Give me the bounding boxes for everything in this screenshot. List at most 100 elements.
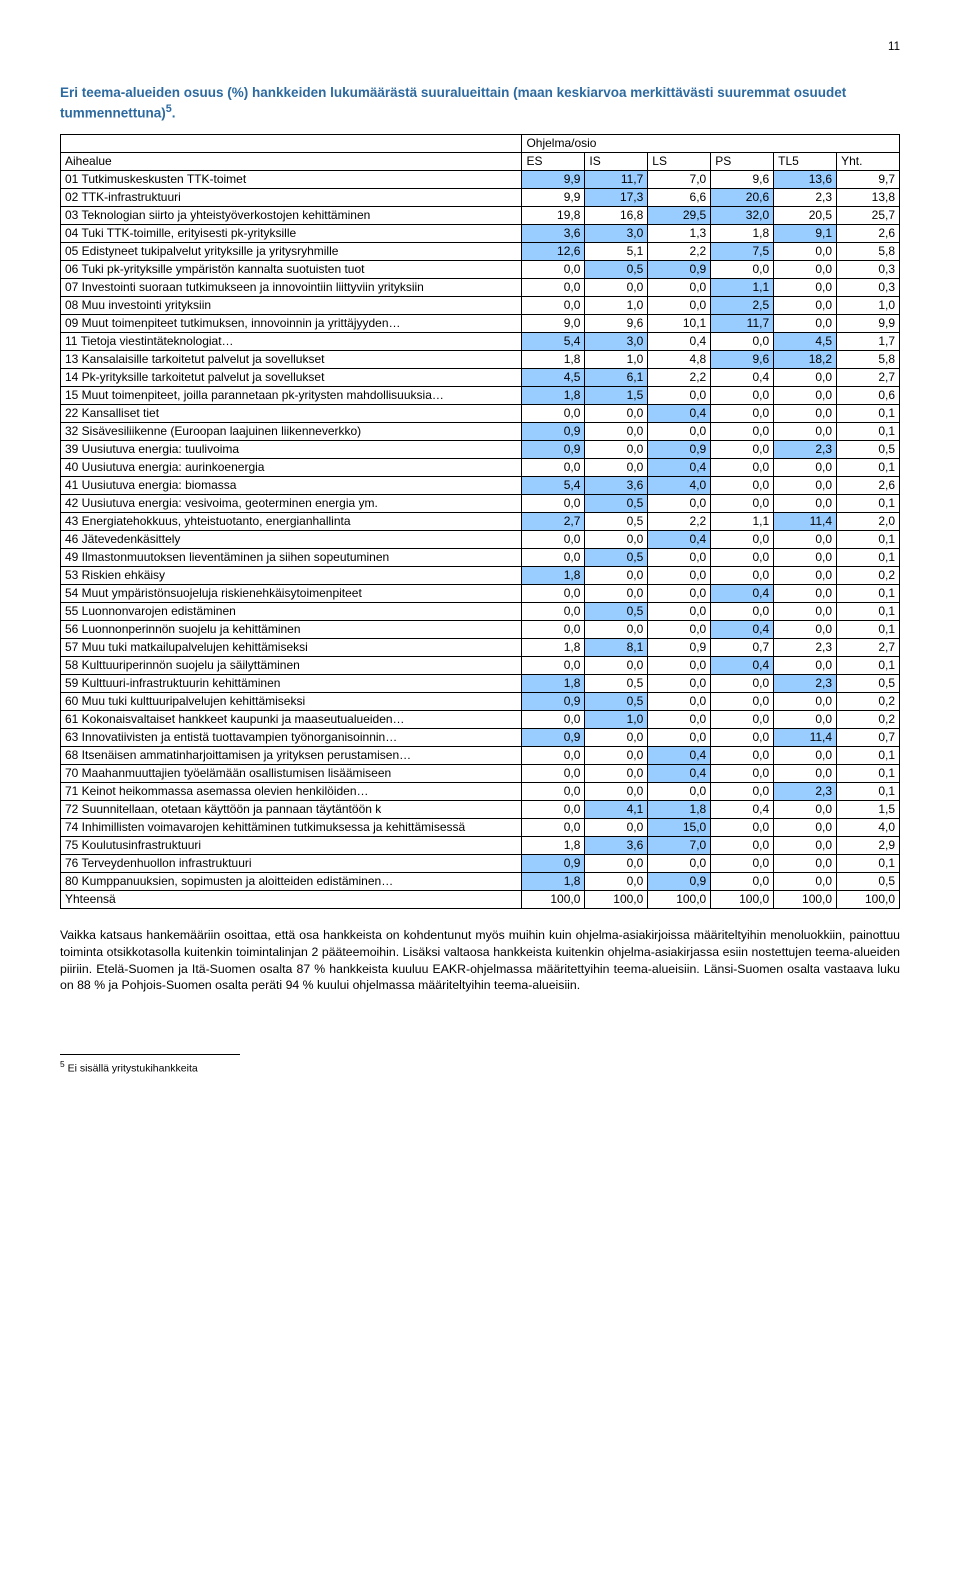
table-row: 70 Maahanmuuttajien työelämään osallistu…	[61, 765, 900, 783]
table-row: 05 Edistyneet tukipalvelut yrityksille j…	[61, 243, 900, 261]
cell: 13,8	[837, 189, 900, 207]
row-label: 54 Muut ympäristönsuojeluja riskienehkäi…	[61, 585, 522, 603]
cell: 0,0	[774, 585, 837, 603]
cell: 0,9	[648, 873, 711, 891]
cell: 1,1	[711, 513, 774, 531]
row-label: 63 Innovatiivisten ja entistä tuottavamp…	[61, 729, 522, 747]
cell: 10,1	[648, 315, 711, 333]
table-row: 58 Kulttuuriperinnön suojelu ja säilyttä…	[61, 657, 900, 675]
cell: 1,8	[522, 873, 585, 891]
col-tl5: TL5	[774, 153, 837, 171]
cell: 7,5	[711, 243, 774, 261]
cell: 100,0	[774, 891, 837, 909]
row-label: 60 Muu tuki kulttuuripalvelujen kehittäm…	[61, 693, 522, 711]
cell: 0,4	[648, 459, 711, 477]
cell: 0,0	[774, 297, 837, 315]
table-row: 32 Sisävesiliikenne (Euroopan laajuinen …	[61, 423, 900, 441]
cell: 0,0	[648, 387, 711, 405]
cell: 2,2	[648, 369, 711, 387]
cell: 5,8	[837, 351, 900, 369]
table-row: 43 Energiatehokkuus, yhteistuotanto, ene…	[61, 513, 900, 531]
cell: 0,0	[711, 531, 774, 549]
cell: 0,0	[648, 729, 711, 747]
cell: 8,1	[585, 639, 648, 657]
cell: 3,6	[585, 477, 648, 495]
cell: 0,0	[648, 657, 711, 675]
cell: 0,0	[648, 693, 711, 711]
cell: 0,0	[522, 297, 585, 315]
cell: 9,9	[522, 171, 585, 189]
table-row: 01 Tutkimuskeskusten TTK-toimet9,911,77,…	[61, 171, 900, 189]
table-row: 08 Muu investointi yrityksiin0,01,00,02,…	[61, 297, 900, 315]
cell: 0,0	[711, 711, 774, 729]
table-row: 72 Suunnitellaan, otetaan käyttöön ja pa…	[61, 801, 900, 819]
cell: 1,8	[522, 567, 585, 585]
cell: 7,0	[648, 171, 711, 189]
cell: 0,0	[585, 657, 648, 675]
cell: 12,6	[522, 243, 585, 261]
cell: 0,1	[837, 603, 900, 621]
theme-area-table: Ohjelma/osioAihealueESISLSPSTL5Yht. 01 T…	[60, 134, 900, 909]
cell: 0,0	[522, 801, 585, 819]
cell: 0,5	[837, 675, 900, 693]
row-label: 08 Muu investointi yrityksiin	[61, 297, 522, 315]
cell: 0,0	[522, 603, 585, 621]
table-row: 71 Keinot heikommassa asemassa olevien h…	[61, 783, 900, 801]
table-row: 40 Uusiutuva energia: aurinkoenergia0,00…	[61, 459, 900, 477]
cell: 2,3	[774, 189, 837, 207]
cell: 0,0	[774, 495, 837, 513]
table-row: 02 TTK-infrastruktuuri9,917,36,620,62,31…	[61, 189, 900, 207]
cell: 0,0	[648, 603, 711, 621]
cell: 4,5	[522, 369, 585, 387]
cell: 0,1	[837, 621, 900, 639]
table-row: 60 Muu tuki kulttuuripalvelujen kehittäm…	[61, 693, 900, 711]
cell: 1,7	[837, 333, 900, 351]
col-aihealue: Aihealue	[61, 153, 522, 171]
cell: 0,1	[837, 423, 900, 441]
cell: 0,9	[522, 729, 585, 747]
cell: 1,8	[522, 387, 585, 405]
cell: 0,0	[585, 459, 648, 477]
cell: 0,7	[711, 639, 774, 657]
row-label: 39 Uusiutuva energia: tuulivoima	[61, 441, 522, 459]
table-row: 42 Uusiutuva energia: vesivoima, geoterm…	[61, 495, 900, 513]
cell: 0,1	[837, 747, 900, 765]
row-label: 02 TTK-infrastruktuuri	[61, 189, 522, 207]
cell: 0,0	[774, 801, 837, 819]
cell: 0,0	[774, 693, 837, 711]
cell: 5,4	[522, 477, 585, 495]
row-label: 06 Tuki pk-yrityksille ympäristön kannal…	[61, 261, 522, 279]
cell: 0,0	[522, 279, 585, 297]
cell: 0,0	[774, 423, 837, 441]
cell: 0,4	[648, 765, 711, 783]
row-label: 14 Pk-yrityksille tarkoitetut palvelut j…	[61, 369, 522, 387]
cell: 2,5	[711, 297, 774, 315]
cell: 16,8	[585, 207, 648, 225]
table-row: 06 Tuki pk-yrityksille ympäristön kannal…	[61, 261, 900, 279]
cell: 0,0	[522, 405, 585, 423]
cell: 0,0	[711, 495, 774, 513]
cell: 0,1	[837, 405, 900, 423]
title-text: Eri teema-alueiden osuus (%) hankkeiden …	[60, 85, 846, 121]
col-ls: LS	[648, 153, 711, 171]
cell: 0,0	[774, 765, 837, 783]
table-row: 57 Muu tuki matkailupalvelujen kehittämi…	[61, 639, 900, 657]
cell: 2,0	[837, 513, 900, 531]
row-label: 53 Riskien ehkäisy	[61, 567, 522, 585]
cell: 1,8	[522, 351, 585, 369]
cell: 0,0	[648, 279, 711, 297]
row-label: 05 Edistyneet tukipalvelut yrityksille j…	[61, 243, 522, 261]
cell: 0,1	[837, 765, 900, 783]
cell: 11,4	[774, 729, 837, 747]
cell: 0,0	[774, 369, 837, 387]
cell: 0,4	[648, 531, 711, 549]
page-number: 11	[60, 40, 900, 56]
cell: 2,2	[648, 513, 711, 531]
cell: 1,1	[711, 279, 774, 297]
title-suffix: .	[172, 105, 176, 120]
row-label: 49 Ilmastonmuutoksen lieventäminen ja si…	[61, 549, 522, 567]
cell: 3,0	[585, 333, 648, 351]
cell: 0,4	[711, 621, 774, 639]
cell: 1,8	[648, 801, 711, 819]
cell: 9,9	[522, 189, 585, 207]
